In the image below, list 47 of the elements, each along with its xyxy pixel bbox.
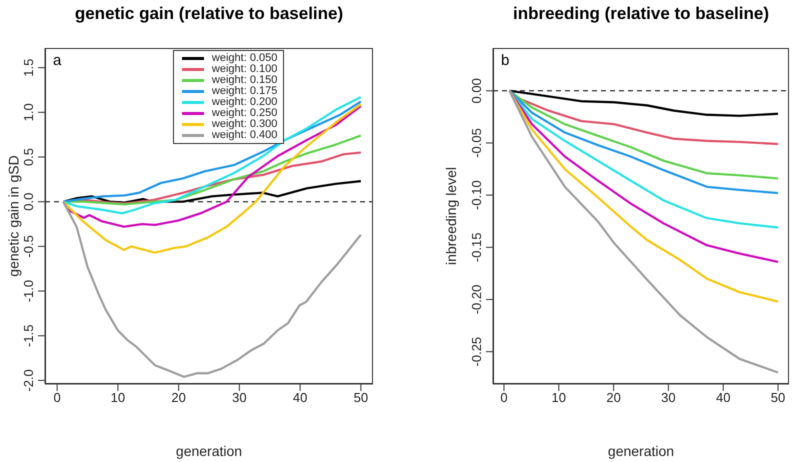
y-tick-label: 0.0 [21,192,36,211]
y-tick-label: -0.15 [469,232,484,262]
x-tick-label: 40 [292,390,308,406]
y-tick-label: -0.5 [21,235,36,258]
x-tick-label: 10 [552,390,566,406]
y-tick-label: -0.10 [469,180,484,210]
y-tick-label: -2.0 [21,369,36,392]
annotation: b [501,52,510,69]
y-axis-title: genetic gain in gSD [6,155,22,277]
chart-title: genetic gain (relative to baseline) [74,4,344,24]
x-tick-label: 0 [54,390,61,406]
chart-title: inbreeding (relative to baseline) [512,4,770,24]
x-tick-label: 0 [500,390,508,406]
y-tick-label: -1.0 [21,280,36,302]
legend-label: weight: 0.100 [212,63,278,75]
y-tick-label: -1.5 [21,324,36,347]
x-tick-label: 20 [606,390,621,406]
line-series [508,90,780,264]
x-tick-label: 30 [661,390,676,406]
x-axis-title: generation [608,443,674,459]
line-series [508,90,780,229]
x-tick-label: 50 [770,390,786,406]
y-axis-title: inbreeding level [443,166,460,266]
legend-label: weight: 0.400 [212,129,278,141]
y-tick-label: -0.05 [469,128,484,158]
legend-label: weight: 0.200 [212,96,278,108]
line-series [508,90,780,374]
annotation: a [53,52,62,69]
x-tick-label: 40 [716,390,730,406]
legend-label: weight: 0.175 [212,85,278,97]
x-axis-title: generation [176,443,242,459]
y-tick-label: 0.00 [469,78,484,104]
legend-label: weight: 0.150 [212,74,278,86]
x-tick-label: 50 [354,390,368,406]
x-tick-label: 30 [232,390,247,406]
legend-label: weight: 0.300 [212,118,278,130]
x-tick-label: 20 [171,390,186,406]
y-tick-label: -0.25 [469,336,484,366]
line-series [62,200,362,378]
line-series [508,90,780,303]
x-tick-label: 10 [110,390,126,406]
y-tick-label: -0.20 [469,284,484,314]
y-tick-label: 0.5 [21,148,36,166]
y-tick-label: 1.0 [21,103,36,122]
legend-label: weight: 0.050 [212,52,278,64]
y-tick-label: 1.5 [21,58,36,77]
legend-label: weight: 0.250 [212,107,278,119]
